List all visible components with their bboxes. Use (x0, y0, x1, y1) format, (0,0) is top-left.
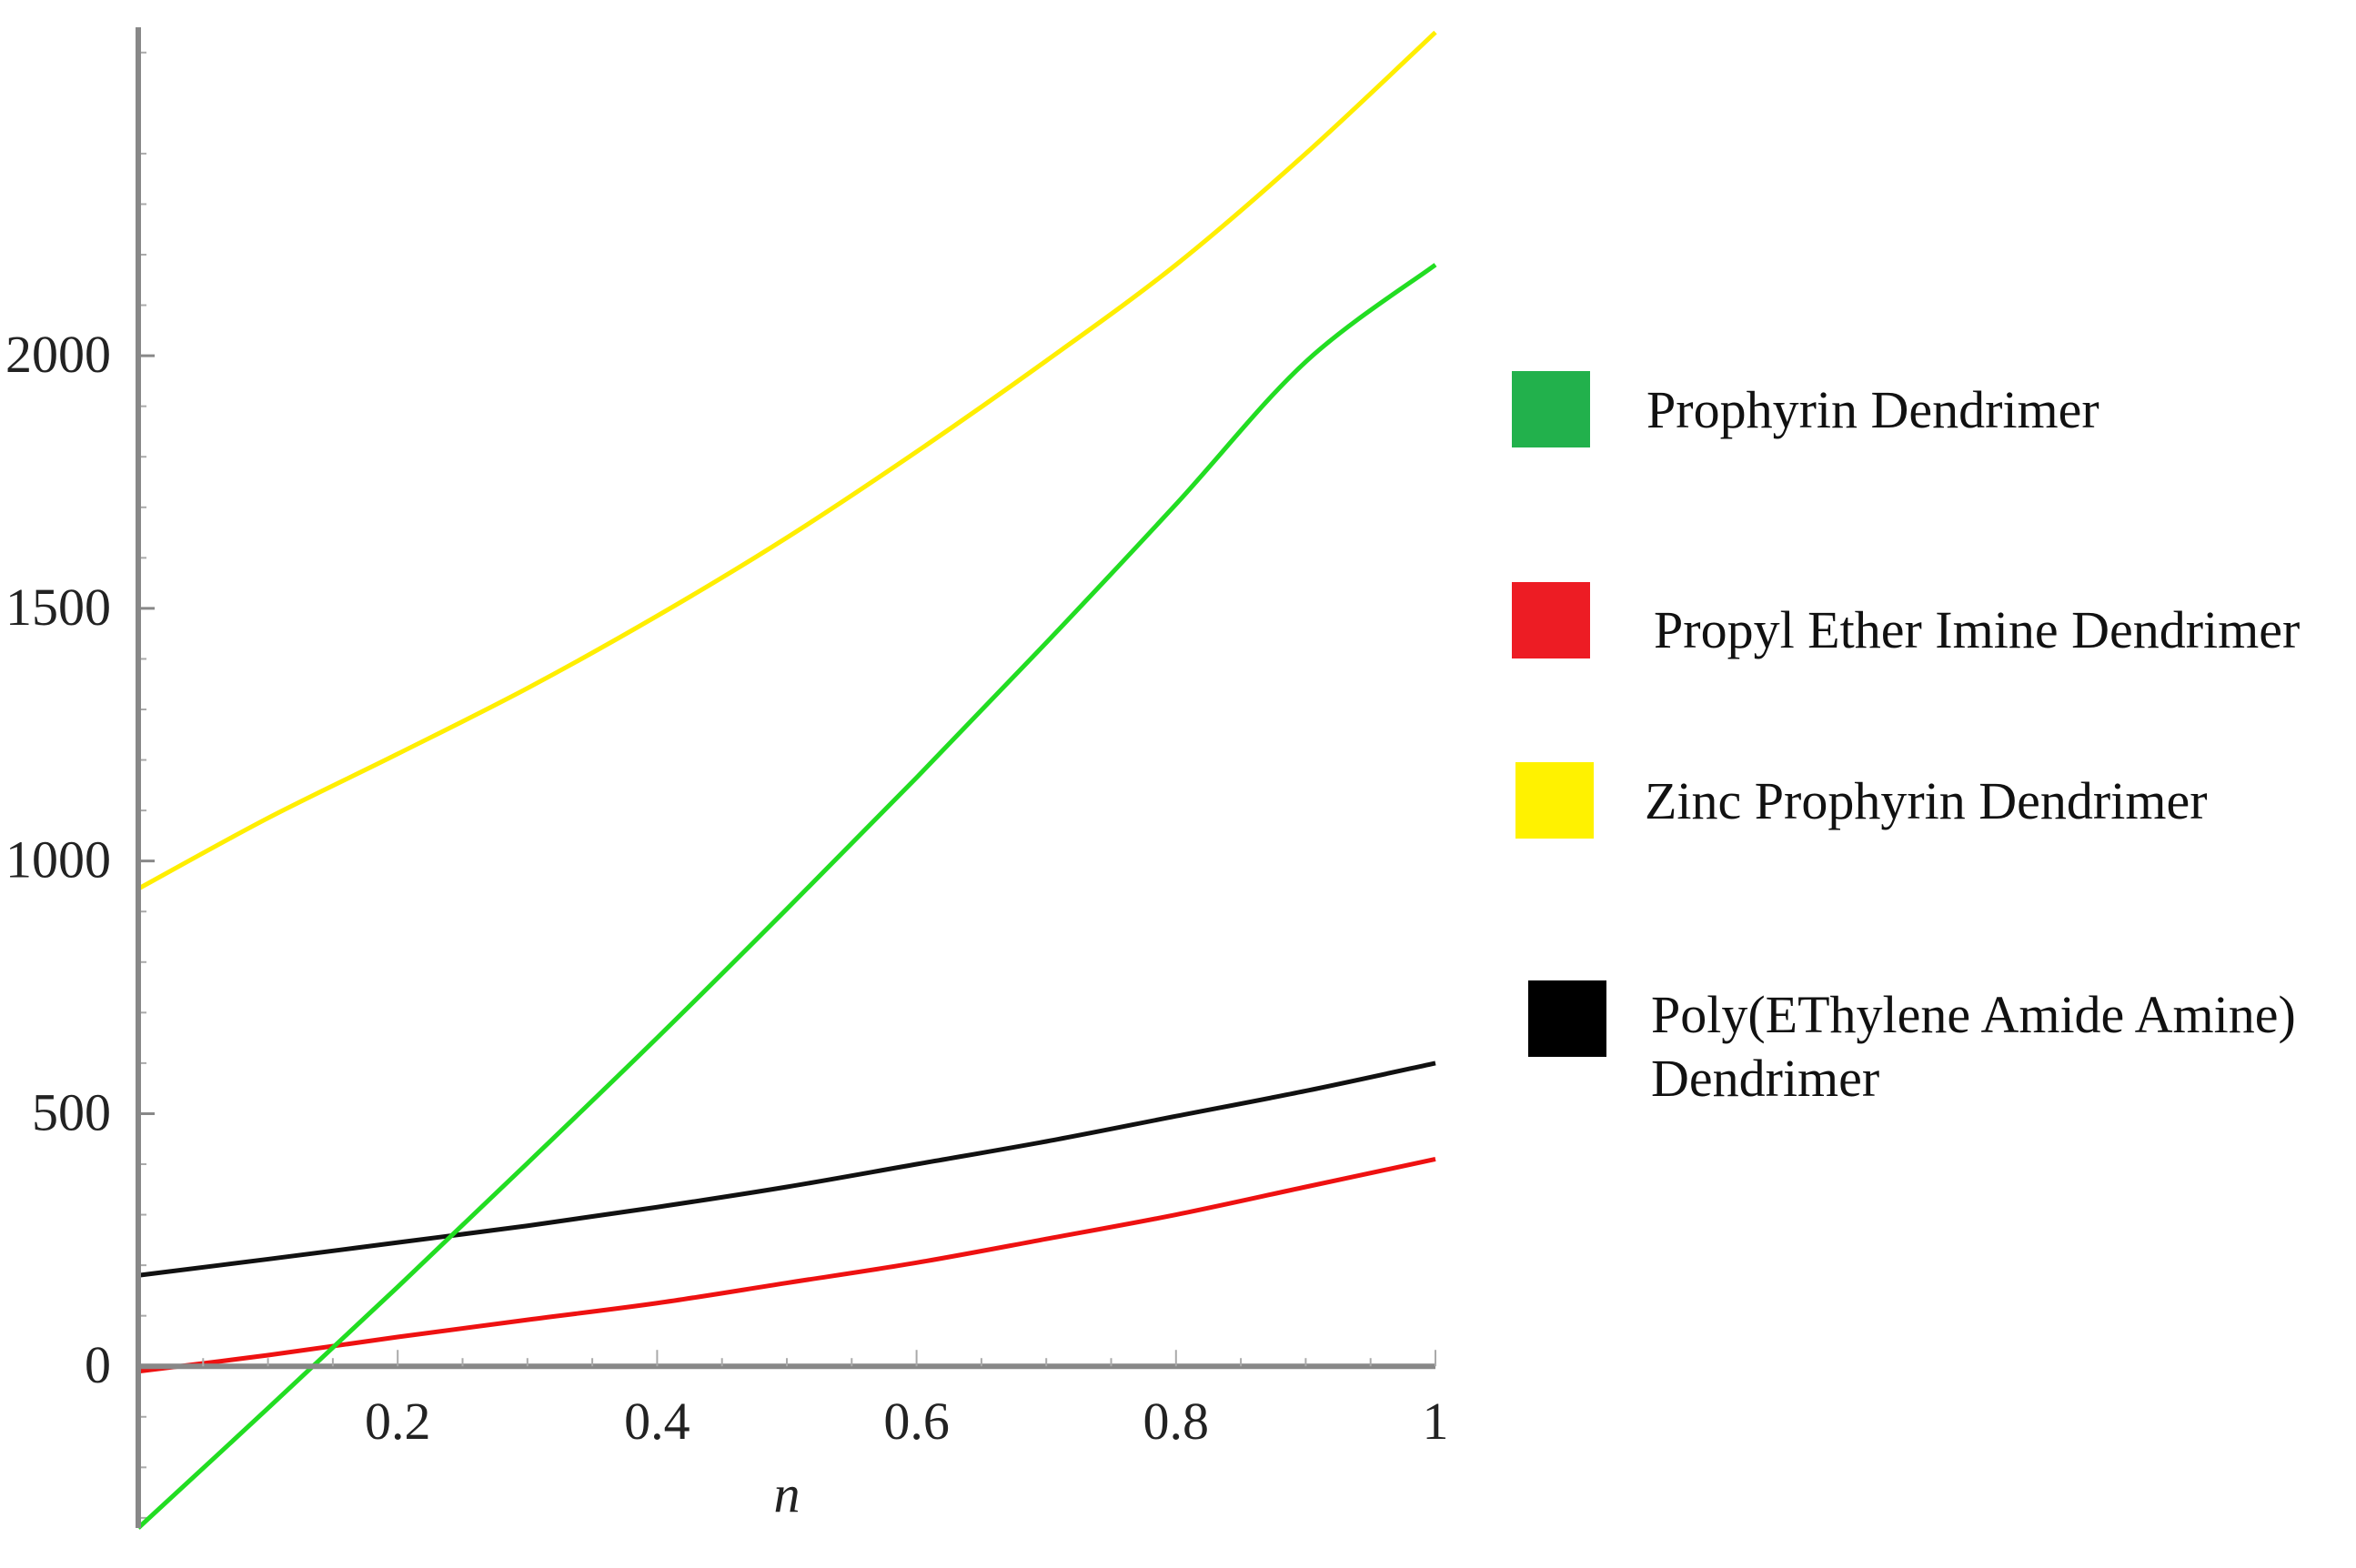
y-tick-label: 1000 (5, 830, 111, 890)
x-tick-label: 0.8 (1143, 1392, 1210, 1451)
series-layer (136, 30, 1437, 1530)
legend-swatch (1528, 980, 1606, 1057)
legend-swatch (1515, 762, 1594, 839)
y-ticks: 0 500 1000 1500 2000 (5, 325, 155, 1394)
x-tick-label: 0.4 (624, 1392, 690, 1451)
y-tick-label: 2000 (5, 325, 111, 384)
series-line-poly-ethylene-amide-amine-dendrimer (137, 1060, 1436, 1278)
x-tick-label: 0.2 (365, 1392, 431, 1451)
legend-swatch (1512, 582, 1590, 658)
legend-label: Zinc Prophyrin Dendrimer (1645, 771, 2208, 830)
series-line-zinc-prophyrin-dendrimer (136, 30, 1437, 891)
legend: Prophyrin Dendrimer Propyl Ether Imine De… (1512, 371, 2300, 1108)
legend-label-line: Poly(EThylene Amide Amine) (1651, 985, 2296, 1044)
legend-label-line: Prophyrin Dendrimer (1646, 380, 2099, 439)
x-axis-label: n (774, 1464, 800, 1523)
legend-label-line: Dendrimer (1651, 1049, 1879, 1108)
legend-label-line: Propyl Ether Imine Dendrimer (1654, 600, 2300, 659)
y-tick-label: 0 (85, 1335, 111, 1394)
series-line-propyl-ether-imine-dendrimer (137, 1156, 1436, 1374)
y-tick-label: 500 (32, 1082, 111, 1141)
x-ticks: 0.2 0.4 0.6 0.8 1 (202, 1350, 1449, 1451)
x-tick-label: 1 (1423, 1392, 1449, 1451)
legend-label: Propyl Ether Imine Dendrimer (1654, 600, 2300, 659)
legend-label-line: Zinc Prophyrin Dendrimer (1645, 771, 2208, 830)
legend-label: Prophyrin Dendrimer (1646, 380, 2099, 439)
x-tick-label: 0.6 (883, 1392, 950, 1451)
legend-label: Poly(EThylene Amide Amine) Dendrimer (1651, 985, 2296, 1108)
series-line-prophyrin-dendrimer (136, 263, 1437, 1530)
legend-swatch (1512, 371, 1590, 447)
y-tick-label: 1500 (5, 578, 111, 637)
